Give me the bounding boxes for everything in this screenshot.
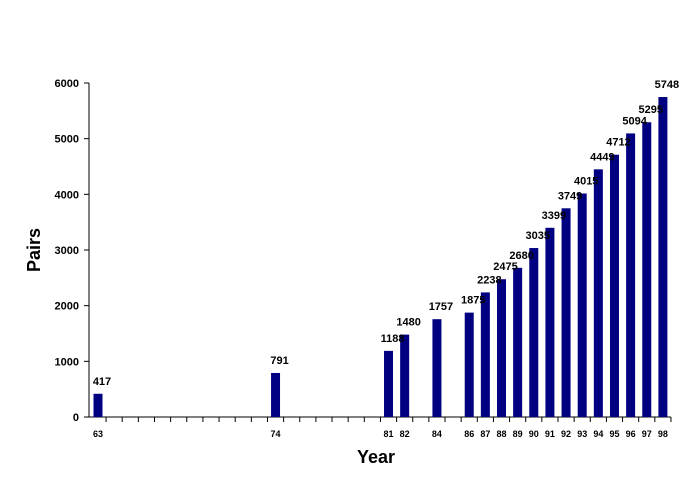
- bar-value-label: 1480: [396, 317, 420, 329]
- x-axis-title: Year: [357, 447, 395, 467]
- bar: [642, 122, 652, 418]
- y-axis: 0 1000 2000 3000 4000 5000 6000: [55, 78, 90, 424]
- bar-value-label: 3399: [542, 210, 566, 222]
- bar: [384, 350, 394, 417]
- bar: [497, 279, 506, 417]
- x-tick-label: 92: [561, 429, 571, 439]
- bar: [658, 97, 668, 417]
- x-tick-label: 98: [658, 429, 668, 439]
- bar: [626, 133, 636, 417]
- x-tick-label: 88: [496, 429, 506, 439]
- bar-value-label: 2680: [509, 250, 533, 262]
- bar: [400, 334, 410, 417]
- x-tick-label: 82: [400, 429, 410, 439]
- x-tick-label: 97: [642, 429, 652, 439]
- bar: [464, 312, 474, 417]
- bar: [432, 319, 442, 417]
- bar: [271, 372, 281, 417]
- bar-value-label: 1875: [461, 295, 485, 307]
- bars: [93, 97, 668, 418]
- bar: [545, 227, 555, 417]
- bar-value-label: 2238: [477, 274, 501, 286]
- x-tick-label: 96: [626, 429, 636, 439]
- bar-value-label: 3035: [526, 230, 550, 242]
- bar: [480, 292, 490, 417]
- y-tick-label: 0: [73, 412, 79, 424]
- bar-value-label: 5094: [622, 115, 647, 127]
- bar: [529, 248, 539, 417]
- bar: [93, 393, 103, 417]
- bar-value-label: 791: [270, 355, 288, 367]
- y-tick-label: 5000: [55, 134, 79, 146]
- bar: [609, 154, 619, 417]
- x-tick-label: 95: [609, 429, 619, 439]
- y-tick-label: 2000: [55, 301, 79, 313]
- x-tick-label: 84: [432, 429, 442, 439]
- bar-value-label: 5748: [655, 79, 679, 91]
- x-tick-label: 74: [271, 429, 281, 439]
- y-tick-label: 3000: [55, 245, 79, 257]
- x-tick-label: 87: [480, 429, 490, 439]
- bar: [577, 193, 587, 417]
- x-tick-label: 93: [577, 429, 587, 439]
- x-tick-label: 89: [513, 429, 523, 439]
- bar-value-label: 4449: [590, 151, 614, 163]
- bar-value-label: 1188: [381, 333, 405, 345]
- x-tick-label: 81: [384, 429, 394, 439]
- x-tick-label: 63: [93, 429, 103, 439]
- bar-value-label: 3749: [558, 190, 582, 202]
- bar-value-label: 4712: [606, 137, 630, 149]
- bar-value-label: 4015: [574, 175, 598, 187]
- bar: [561, 208, 571, 417]
- y-axis-title: Pairs: [24, 228, 44, 272]
- bar-value-label: 5295: [639, 104, 663, 116]
- x-tick-label: 91: [545, 429, 555, 439]
- y-tick-label: 6000: [55, 78, 79, 90]
- bar-value-label: 2475: [493, 261, 517, 273]
- bar: [513, 267, 523, 417]
- x-tick-label: 90: [529, 429, 539, 439]
- y-tick-label: 1000: [55, 356, 79, 368]
- x-tick-label: 86: [464, 429, 474, 439]
- x-tick-label: 94: [593, 429, 603, 439]
- bar-value-label: 417: [93, 376, 111, 388]
- bar-value-label: 1757: [429, 301, 453, 313]
- x-axis: 63 74 81 82 84 86 87 88 89 90 91 92 93 94 95 96 97 98: [89, 416, 672, 439]
- y-tick-label: 4000: [55, 189, 79, 201]
- bar: [593, 169, 603, 417]
